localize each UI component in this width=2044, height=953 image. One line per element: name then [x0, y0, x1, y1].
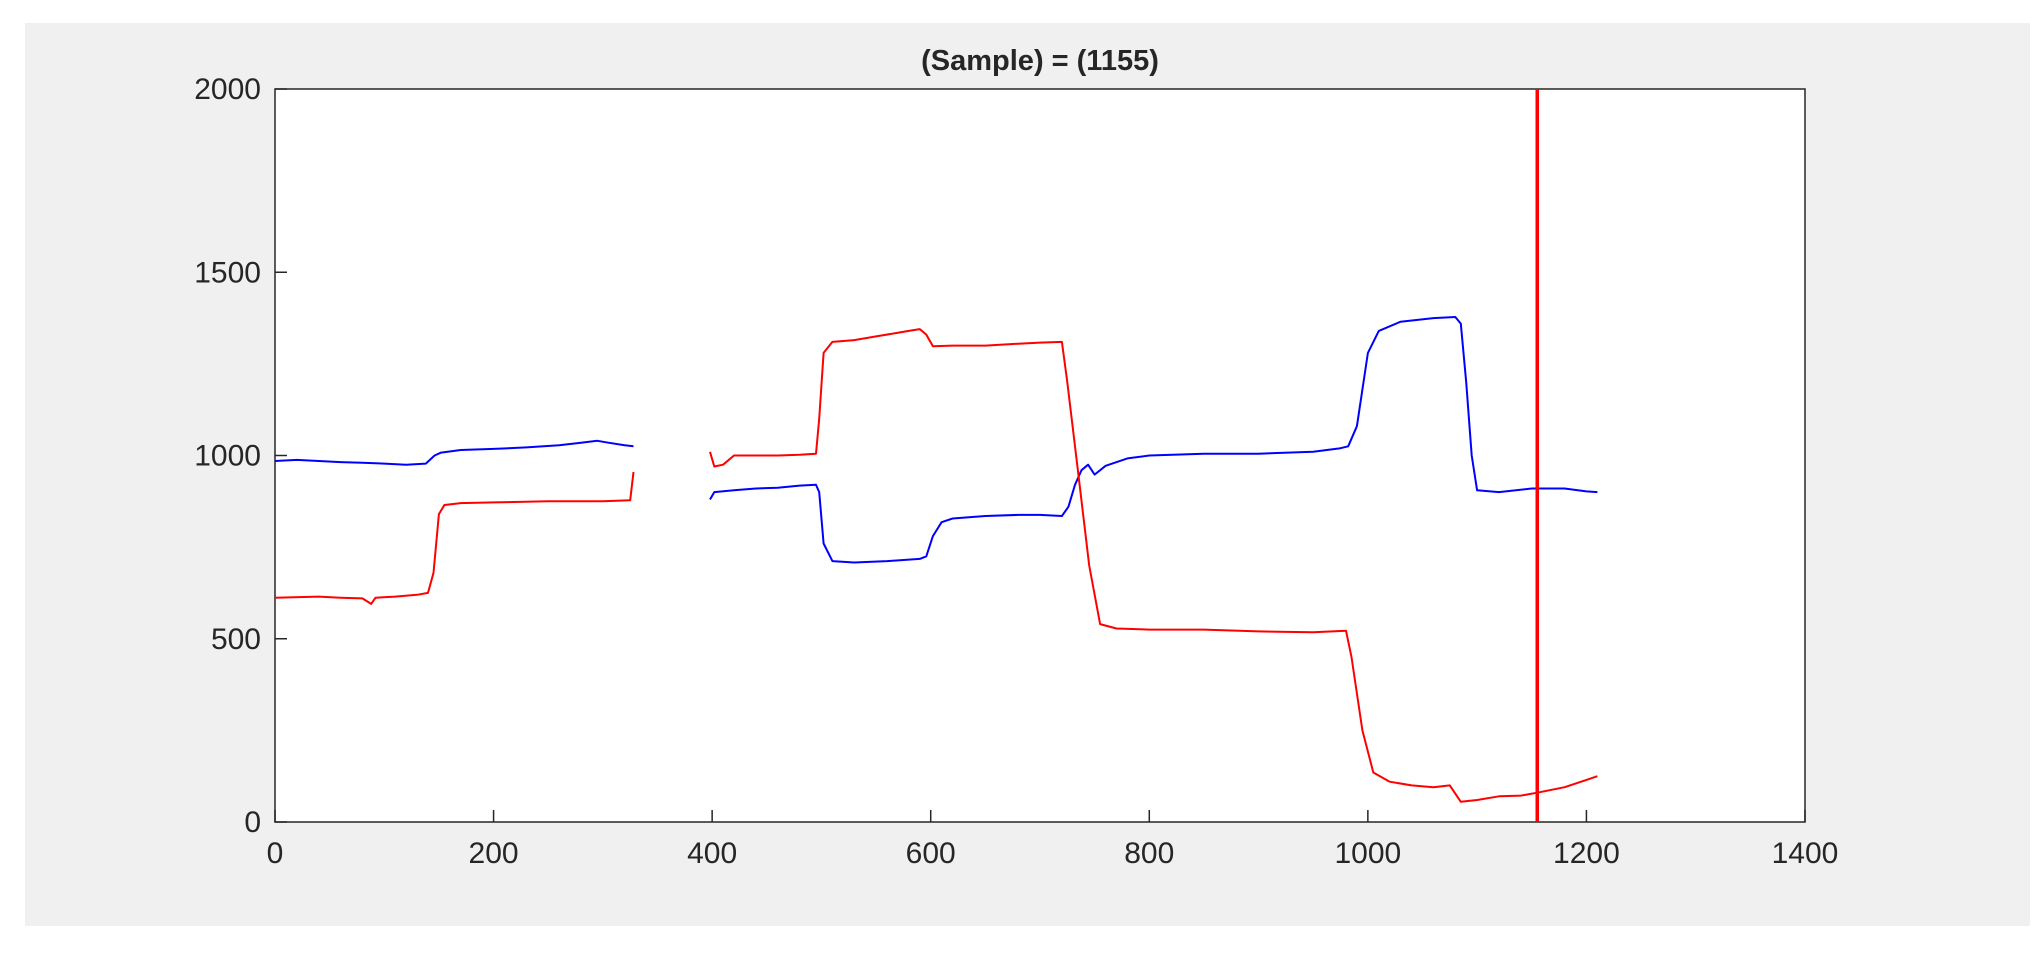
- x-tick-label: 1200: [1553, 837, 1620, 870]
- series-group: [274, 316, 1598, 803]
- series-2-segment-1-line: [274, 471, 635, 605]
- series-1-segment-2-line: [709, 316, 1598, 564]
- x-tick-label: 1000: [1334, 837, 1401, 870]
- y-axis-ticks: 0 500 1000 1500 2000: [194, 73, 287, 839]
- x-axis-ticks: 0 200 400 600 800 1000 1200 1400: [267, 810, 1839, 870]
- x-tick-label: 0: [267, 837, 284, 870]
- series-1-segment-1-line: [274, 439, 634, 466]
- series-2-segment-2-line: [709, 328, 1598, 803]
- chart-title: (Sample) = (1155): [921, 45, 1159, 77]
- x-tick-label: 1400: [1772, 837, 1839, 870]
- y-tick-label: 1000: [194, 440, 261, 473]
- y-tick-label: 1500: [194, 256, 261, 289]
- y-tick-label: 500: [211, 623, 261, 656]
- y-tick-label: 0: [244, 806, 261, 839]
- x-tick-label: 600: [906, 837, 956, 870]
- x-tick-label: 400: [687, 837, 737, 870]
- x-tick-label: 800: [1124, 837, 1174, 870]
- line-chart: (Sample) = (1155) 0 200 400 600 800 1000 1200 1…: [194, 45, 1839, 870]
- figure-panel: (Sample) = (1155) 0 200 400 600 800 1000 1200 1…: [25, 23, 2030, 926]
- y-tick-label: 2000: [194, 73, 261, 106]
- plot-area: [274, 88, 1806, 823]
- x-tick-label: 200: [469, 837, 519, 870]
